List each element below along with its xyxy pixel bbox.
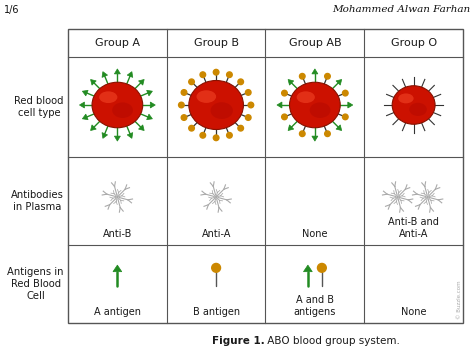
Circle shape <box>325 74 330 79</box>
Polygon shape <box>277 102 282 108</box>
Polygon shape <box>82 90 88 96</box>
Ellipse shape <box>99 91 118 103</box>
Ellipse shape <box>290 82 340 128</box>
Ellipse shape <box>297 91 315 103</box>
Text: Anti-B and
Anti-A: Anti-B and Anti-A <box>388 218 439 239</box>
Polygon shape <box>336 79 342 85</box>
Text: None: None <box>302 229 328 239</box>
Polygon shape <box>127 132 133 138</box>
Circle shape <box>343 114 348 120</box>
Circle shape <box>179 102 184 108</box>
Circle shape <box>343 90 348 96</box>
Polygon shape <box>82 114 88 120</box>
Polygon shape <box>146 90 153 96</box>
Polygon shape <box>146 114 153 120</box>
Text: Figure 1.: Figure 1. <box>212 336 264 346</box>
Ellipse shape <box>210 102 233 119</box>
Polygon shape <box>288 79 294 85</box>
Polygon shape <box>336 125 342 131</box>
Text: 1/6: 1/6 <box>4 5 19 15</box>
Text: ABO blood group system.: ABO blood group system. <box>264 336 401 346</box>
Circle shape <box>213 135 219 141</box>
Text: A and B
antigens: A and B antigens <box>294 295 336 317</box>
Text: Anti-A: Anti-A <box>201 229 231 239</box>
Polygon shape <box>80 102 84 108</box>
Circle shape <box>238 79 244 85</box>
Circle shape <box>200 72 206 78</box>
Polygon shape <box>91 79 96 85</box>
Circle shape <box>227 132 232 138</box>
Text: Antigens in
Red Blood
Cell: Antigens in Red Blood Cell <box>8 267 64 302</box>
Ellipse shape <box>92 82 143 128</box>
Polygon shape <box>102 72 108 78</box>
Ellipse shape <box>409 103 427 116</box>
Polygon shape <box>138 125 144 131</box>
Bar <box>68 29 463 323</box>
Polygon shape <box>138 79 144 85</box>
Text: Group O: Group O <box>391 38 437 48</box>
Polygon shape <box>127 72 133 78</box>
Circle shape <box>189 125 194 131</box>
Circle shape <box>300 131 305 136</box>
Circle shape <box>318 264 326 272</box>
Ellipse shape <box>189 80 244 130</box>
Text: B antigen: B antigen <box>192 307 240 317</box>
Polygon shape <box>303 265 312 272</box>
Text: None: None <box>401 307 427 317</box>
Text: Group B: Group B <box>193 38 238 48</box>
Text: Mohammed Alwan Farhan: Mohammed Alwan Farhan <box>332 5 470 14</box>
Circle shape <box>300 74 305 79</box>
Text: Group AB: Group AB <box>289 38 341 48</box>
Text: Antibodies
in Plasma: Antibodies in Plasma <box>11 190 64 212</box>
Circle shape <box>238 125 244 131</box>
Circle shape <box>282 114 287 120</box>
Circle shape <box>248 102 254 108</box>
Circle shape <box>189 79 194 85</box>
Ellipse shape <box>392 86 435 124</box>
Text: Anti-B: Anti-B <box>103 229 132 239</box>
Polygon shape <box>288 125 294 131</box>
Circle shape <box>200 132 206 138</box>
Polygon shape <box>113 265 122 272</box>
Polygon shape <box>91 125 96 131</box>
Ellipse shape <box>398 93 414 103</box>
Circle shape <box>325 131 330 136</box>
Circle shape <box>181 115 187 120</box>
Circle shape <box>213 69 219 75</box>
Polygon shape <box>312 136 318 141</box>
Polygon shape <box>150 102 155 108</box>
Circle shape <box>282 90 287 96</box>
Circle shape <box>212 264 220 272</box>
Text: Group A: Group A <box>95 38 140 48</box>
Polygon shape <box>114 136 120 141</box>
Circle shape <box>246 90 251 95</box>
Polygon shape <box>114 69 120 74</box>
Text: A antigen: A antigen <box>94 307 141 317</box>
Text: © Buzzle.com: © Buzzle.com <box>457 280 462 319</box>
Polygon shape <box>348 102 353 108</box>
Polygon shape <box>312 69 318 74</box>
Circle shape <box>227 72 232 78</box>
Ellipse shape <box>310 102 330 118</box>
Polygon shape <box>102 132 108 138</box>
Text: Red blood
cell type: Red blood cell type <box>15 96 64 118</box>
Circle shape <box>246 115 251 120</box>
Ellipse shape <box>112 102 133 118</box>
Circle shape <box>181 90 187 95</box>
Ellipse shape <box>197 90 216 103</box>
